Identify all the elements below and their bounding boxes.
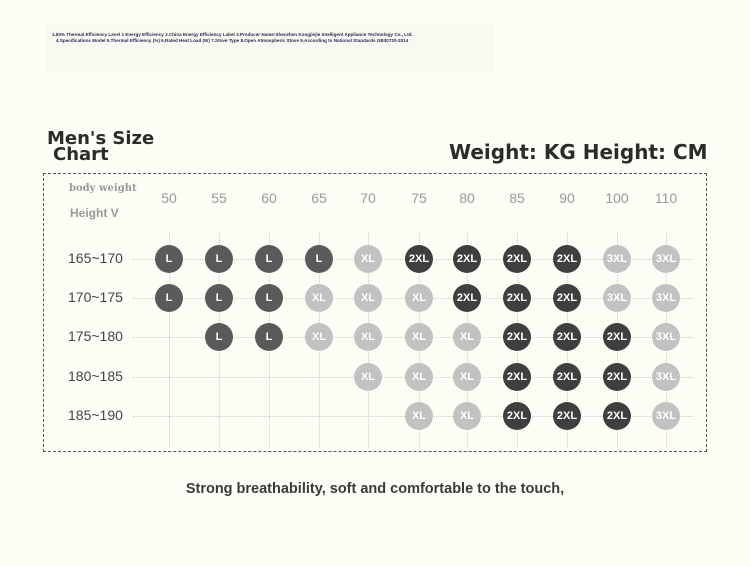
size-badge: 2XL xyxy=(503,284,531,312)
size-badge: 2XL xyxy=(553,363,581,391)
size-badge: L xyxy=(205,323,233,351)
weight-column-header: 90 xyxy=(559,190,575,206)
height-row-header: 170~175 xyxy=(68,289,123,305)
corner-height-label: Height V xyxy=(70,206,119,220)
grid-vline xyxy=(169,232,170,447)
size-badge: XL xyxy=(354,284,382,312)
size-badge: 3XL xyxy=(603,284,631,312)
fineprint-line-1: 1.83% Thermal Efficiency Level 1 Energy … xyxy=(52,32,413,37)
size-badge: L xyxy=(205,245,233,273)
page-title: Men's Size Chart xyxy=(47,128,155,165)
spec-fineprint: 1.83% Thermal Efficiency Level 1 Energy … xyxy=(46,24,494,72)
corner-weight-label: body weight xyxy=(69,183,137,194)
title-line-1: Men's Size xyxy=(47,128,155,149)
height-row-header: 180~185 xyxy=(68,368,123,384)
size-badge: 2XL xyxy=(603,402,631,430)
height-row-header: 165~170 xyxy=(68,250,123,266)
size-badge: 2XL xyxy=(503,402,531,430)
size-badge: 2XL xyxy=(553,323,581,351)
size-badge: XL xyxy=(305,323,333,351)
size-badge: 2XL xyxy=(503,323,531,351)
size-badge: L xyxy=(305,245,333,273)
size-badge: 2XL xyxy=(553,284,581,312)
size-badge: 3XL xyxy=(652,323,680,351)
size-badge: 2XL xyxy=(405,245,433,273)
size-badge: L xyxy=(155,284,183,312)
size-badge: 2XL xyxy=(603,363,631,391)
weight-column-header: 110 xyxy=(654,190,678,206)
footer-caption: Strong breathability, soft and comfortab… xyxy=(185,481,565,497)
size-badge: XL xyxy=(354,323,382,351)
size-badge: L xyxy=(255,284,283,312)
height-row-header: 185~190 xyxy=(68,407,123,423)
size-badge: 2XL xyxy=(453,245,481,273)
size-badge: 3XL xyxy=(652,402,680,430)
size-badge: XL xyxy=(405,363,433,391)
size-badge: 2XL xyxy=(603,323,631,351)
fineprint-line-2: 4.Specifications Model 5.Thermal Efficie… xyxy=(56,38,409,43)
weight-column-header: 50 xyxy=(161,190,177,206)
size-badge: XL xyxy=(405,284,433,312)
size-badge: 3XL xyxy=(652,284,680,312)
weight-column-header: 55 xyxy=(211,190,227,206)
size-badge: L xyxy=(155,245,183,273)
weight-column-header: 75 xyxy=(411,190,427,206)
size-badge: XL xyxy=(354,245,382,273)
size-badge: 2XL xyxy=(503,245,531,273)
size-badge: 3XL xyxy=(652,363,680,391)
size-badge: 2XL xyxy=(453,284,481,312)
size-badge: XL xyxy=(305,284,333,312)
size-badge: L xyxy=(205,284,233,312)
weight-column-header: 85 xyxy=(509,190,525,206)
size-badge: 2XL xyxy=(503,363,531,391)
size-table-frame xyxy=(43,173,707,452)
size-badge: XL xyxy=(405,323,433,351)
title-line-2: Chart xyxy=(53,144,109,165)
size-badge: XL xyxy=(405,402,433,430)
size-badge: XL xyxy=(453,402,481,430)
size-badge: XL xyxy=(453,323,481,351)
size-badge: 2XL xyxy=(553,245,581,273)
size-badge: 3XL xyxy=(603,245,631,273)
size-badge: XL xyxy=(354,363,382,391)
size-badge: 2XL xyxy=(553,402,581,430)
weight-column-header: 65 xyxy=(311,190,327,206)
size-badge: 3XL xyxy=(652,245,680,273)
weight-column-header: 80 xyxy=(459,190,475,206)
size-badge: L xyxy=(255,245,283,273)
size-badge: L xyxy=(255,323,283,351)
weight-column-header: 60 xyxy=(261,190,277,206)
size-badge: XL xyxy=(453,363,481,391)
weight-column-header: 100 xyxy=(605,190,629,206)
units-label: Weight: KG Height: CM xyxy=(449,140,708,164)
weight-column-header: 70 xyxy=(360,190,376,206)
height-row-header: 175~180 xyxy=(68,328,123,344)
